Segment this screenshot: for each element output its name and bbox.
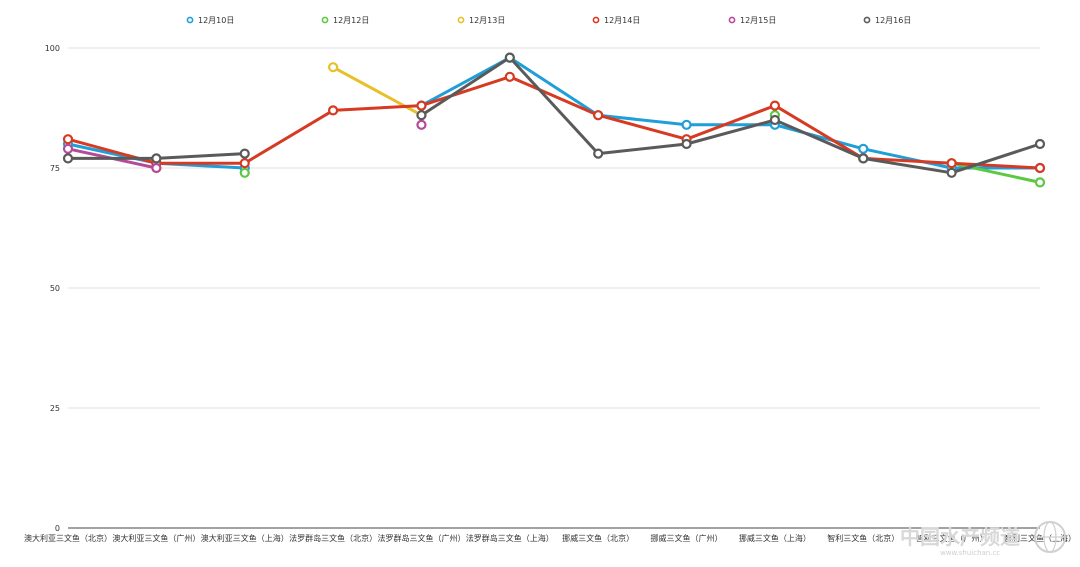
legend-label: 12月16日: [875, 16, 911, 25]
x-tick-label: 澳大利亚三文鱼（广州）: [112, 533, 200, 543]
x-tick-label: 挪威三文鱼（北京）: [562, 533, 634, 543]
legend-label: 12月13日: [469, 16, 505, 25]
data-point: [593, 148, 604, 159]
y-tick-label: 75: [50, 164, 60, 173]
legend-marker: [863, 16, 871, 24]
data-point: [1034, 138, 1046, 150]
y-tick-label: 50: [50, 284, 60, 293]
x-tick-label: 智利三文鱼（广州）: [916, 533, 988, 543]
data-point: [681, 119, 692, 130]
legend-label: 12月14日: [604, 16, 640, 25]
series-line: [950, 161, 1042, 184]
data-point: [769, 100, 781, 111]
data-point: [858, 153, 869, 164]
data-point: [593, 110, 604, 121]
data-point: [327, 62, 339, 73]
x-tick-label: 挪威三文鱼（上海）: [739, 533, 811, 543]
legend: 12月10日 12月12日 12月13日 12月14日 12月15日 12月16日: [186, 16, 911, 25]
data-point: [1034, 162, 1046, 174]
x-tick-label: 智利三文鱼（上海）: [1004, 533, 1076, 543]
legend-marker: [321, 16, 329, 24]
data-point: [504, 52, 515, 63]
watermark-url: www.shuichan.cc: [940, 549, 1000, 557]
data-point: [681, 138, 692, 150]
series-line: [419, 56, 1042, 170]
legend-marker: [592, 16, 600, 24]
watermark: 中国水产频道 www.shuichan.cc: [900, 521, 1066, 557]
data-point: [416, 100, 427, 111]
data-point: [416, 110, 427, 121]
data-point: [769, 114, 781, 126]
y-axis-ticks: 0 25 50 75 100: [45, 44, 60, 533]
x-tick-label: 澳大利亚三文鱼（上海）: [201, 533, 289, 543]
x-tick-label: 法罗群岛三文鱼（上海）: [466, 533, 554, 543]
data-point: [946, 158, 957, 169]
legend-marker: [728, 16, 736, 24]
x-tick-label: 挪威三文鱼（广州）: [651, 533, 723, 543]
data-point: [151, 153, 162, 164]
legend-label: 12月10日: [198, 16, 234, 25]
series-line: [419, 56, 1042, 175]
data-point: [239, 158, 250, 169]
x-tick-label: 智利三文鱼（北京）: [827, 533, 899, 543]
legend-marker: [186, 16, 194, 24]
legend-label: 12月12日: [333, 16, 369, 25]
data-point: [416, 119, 427, 130]
y-tick-label: 0: [55, 524, 60, 533]
data-point: [1034, 177, 1046, 188]
x-axis-ticks: 澳大利亚三文鱼（北京） 澳大利亚三文鱼（广州） 澳大利亚三文鱼（上海） 法罗群岛三文鱼…: [24, 533, 1076, 543]
grid-lines: [68, 47, 1040, 529]
legend-label: 12月15日: [740, 16, 776, 25]
data-point: [62, 153, 74, 164]
data-point: [946, 167, 957, 178]
data-point: [327, 105, 339, 116]
y-tick-label: 25: [50, 404, 60, 413]
x-tick-label: 澳大利亚三文鱼（北京）: [24, 533, 112, 543]
x-tick-label: 法罗群岛三文鱼（广州）: [377, 533, 465, 543]
watermark-text: 中国水产频道: [900, 525, 1020, 549]
data-point: [151, 162, 162, 174]
x-tick-label: 法罗群岛三文鱼（北京）: [289, 533, 377, 543]
data-point: [239, 148, 250, 159]
series-line: [66, 75, 1042, 170]
data-point: [858, 143, 869, 154]
globe-logo-icon: [1034, 521, 1066, 553]
legend-marker: [457, 16, 465, 24]
data-point: [62, 134, 74, 145]
series-group: [62, 52, 1046, 188]
data-point: [62, 143, 74, 154]
series-5: [62, 52, 1046, 178]
data-point: [239, 167, 250, 178]
y-tick-label: 100: [45, 44, 60, 53]
data-point: [504, 71, 515, 82]
